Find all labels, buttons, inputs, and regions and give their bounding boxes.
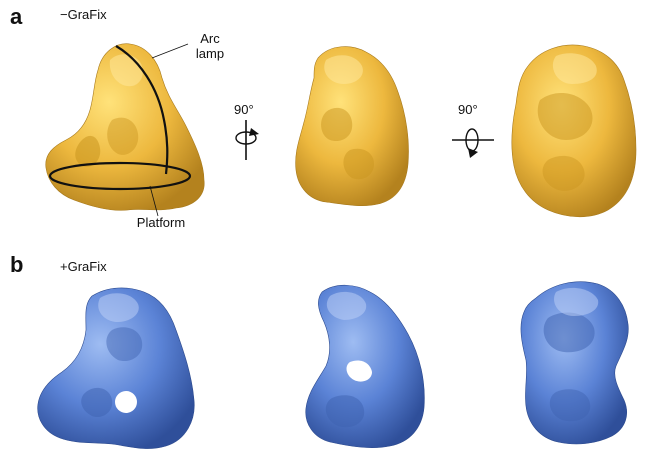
horizontal-axis-icon (452, 128, 494, 158)
map-a-view-2 (295, 46, 409, 206)
map-b-view-1 (37, 287, 195, 449)
arc-lamp-label: Arc lamp (195, 31, 225, 61)
panel-a-condition: −GraFix (60, 7, 107, 22)
map-a-view-1 (45, 43, 205, 217)
rotation-2-label: 90° (458, 102, 478, 117)
map-a-view-3 (511, 44, 637, 218)
rotation-1-label: 90° (234, 102, 254, 117)
panel-a-letter: a (10, 4, 23, 29)
panel-b-letter: b (10, 252, 24, 277)
vertical-axis-icon (235, 120, 259, 160)
map-b-view-3 (520, 281, 629, 445)
map-b-view-2 (305, 284, 425, 448)
platform-label: Platform (136, 215, 186, 230)
panel-b-condition: +GraFix (60, 259, 107, 274)
